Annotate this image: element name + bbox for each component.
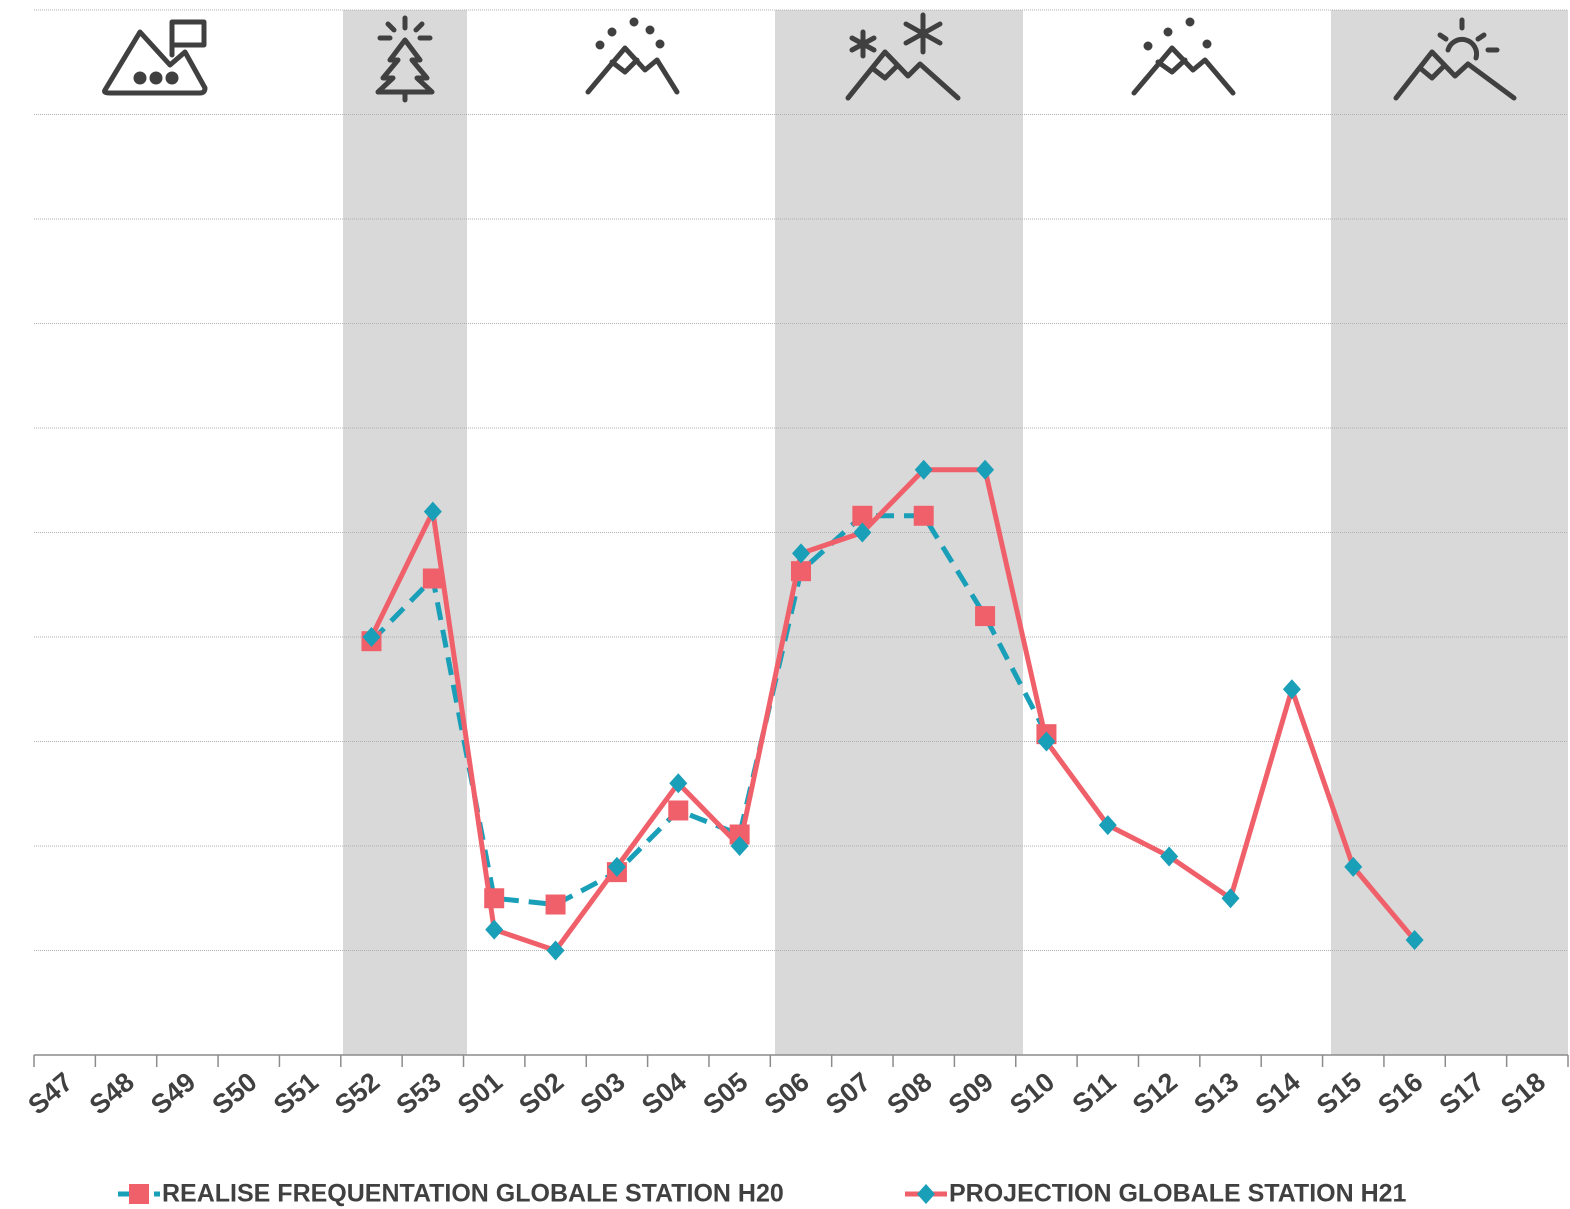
x-tick-label: S05: [697, 1067, 753, 1121]
marker: [792, 543, 810, 564]
marker: [1221, 888, 1240, 909]
x-tick-label: S17: [1434, 1067, 1490, 1121]
marker: [975, 606, 996, 627]
x-tick-label: S48: [84, 1067, 140, 1121]
x-tick-label: S47: [22, 1067, 78, 1121]
marker: [423, 501, 442, 522]
marker: [546, 940, 565, 961]
marker: [1405, 930, 1424, 951]
x-tick-label: S16: [1372, 1067, 1428, 1121]
legend-marker: [129, 1184, 149, 1204]
x-tick-label: S10: [1004, 1067, 1060, 1121]
x-tick-label: S15: [1311, 1067, 1367, 1121]
icon-christmas: [375, 15, 435, 103]
legend-label: REALISE FREQUENTATION GLOBALE STATION H2…: [162, 1180, 784, 1208]
icon-opening: [102, 19, 208, 96]
series-line: [369, 467, 1417, 953]
marker: [1098, 815, 1117, 836]
marker: [1160, 846, 1179, 867]
x-tick-label: S04: [636, 1067, 692, 1121]
legend-swatch: [129, 1184, 149, 1204]
icon-snow-light-2: [1131, 17, 1236, 96]
marker: [852, 505, 873, 526]
x-tick-label: S08: [881, 1067, 937, 1121]
legend-swatch: [917, 1184, 935, 1204]
x-tick-label: S50: [207, 1067, 263, 1121]
x-tick-label: S51: [268, 1067, 324, 1121]
x-tick-label: S09: [943, 1067, 999, 1121]
x-tick-label: S49: [145, 1067, 201, 1121]
icon-snow-light: [585, 17, 680, 95]
marker: [422, 568, 443, 589]
marker: [1344, 856, 1363, 877]
marker: [730, 836, 749, 856]
x-tick-label: S02: [513, 1067, 569, 1121]
x-tick-label: S12: [1127, 1067, 1183, 1121]
marker: [853, 522, 872, 543]
x-tick-label: S03: [575, 1067, 631, 1121]
x-tick-label: S06: [759, 1067, 815, 1121]
x-tick-label: S14: [1250, 1067, 1306, 1121]
marker: [607, 856, 626, 877]
x-tick-label: S01: [452, 1067, 508, 1121]
series: [362, 459, 1424, 961]
legend-marker: [917, 1184, 935, 1204]
series-line: [369, 513, 1049, 908]
marker: [1282, 679, 1301, 700]
marker: [485, 919, 504, 940]
icon-spring: [1393, 17, 1517, 101]
marker: [1037, 731, 1056, 752]
legend: REALISE FREQUENTATION GLOBALE STATION H2…: [118, 1180, 1407, 1208]
marker: [914, 459, 933, 480]
legend-label: PROJECTION GLOBALE STATION H21: [949, 1180, 1407, 1208]
x-tick-label: S53: [391, 1067, 447, 1121]
x-tick-label: S13: [1188, 1067, 1244, 1121]
marker: [545, 894, 566, 915]
marker: [668, 800, 689, 821]
icon-snow-heavy: [845, 12, 961, 101]
marker: [976, 459, 995, 480]
x-tick-label: S52: [329, 1067, 385, 1121]
marker: [913, 505, 934, 526]
x-tick-label: S07: [820, 1067, 876, 1121]
period-icons: [102, 12, 1517, 103]
x-tick-label: S11: [1067, 1067, 1122, 1120]
marker: [669, 773, 688, 794]
x-tick-label: S18: [1495, 1067, 1551, 1121]
marker: [362, 627, 381, 647]
